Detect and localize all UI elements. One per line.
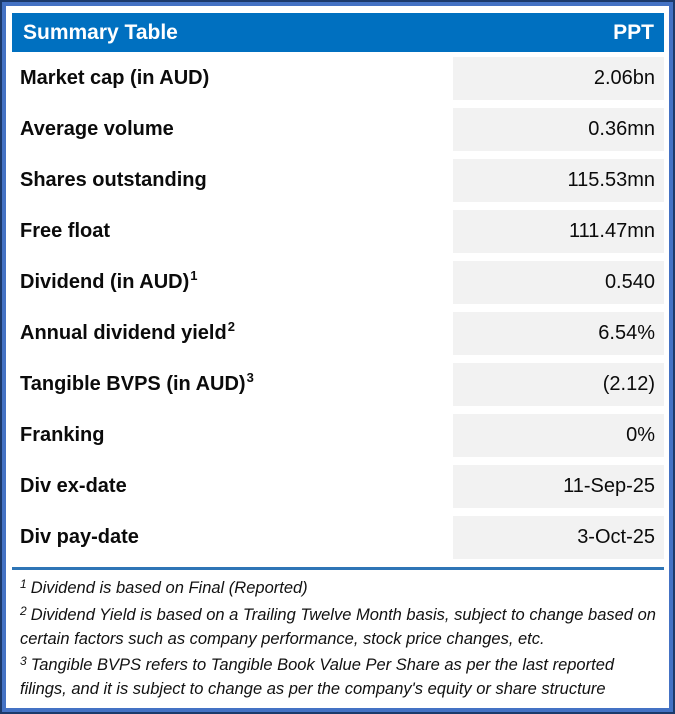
table-header-bar: Summary Table PPT <box>12 13 664 52</box>
footnote-text: Dividend Yield is based on a Trailing Tw… <box>20 606 656 648</box>
table-row: Div ex-date 11-Sep-25 <box>12 465 664 508</box>
table-title: Summary Table <box>23 20 178 44</box>
row-label: Free float <box>20 220 111 242</box>
footnote: 2 Dividend Yield is based on a Trailing T… <box>20 604 658 651</box>
row-label: Market cap (in AUD) <box>20 67 210 89</box>
row-label: Div ex-date <box>20 475 127 497</box>
footnote: 3 Tangible BVPS refers to Tangible Book V… <box>20 654 658 701</box>
ticker-symbol: PPT <box>613 20 654 44</box>
table-body: Market cap (in AUD) 2.06bn Average volum… <box>12 57 664 559</box>
row-value: 0.540 <box>604 271 655 293</box>
row-value: 0% <box>626 424 655 446</box>
footnote-text: Tangible BVPS refers to Tangible Book Va… <box>20 656 615 698</box>
footnote: 1 Dividend is based on Final (Reported) <box>20 577 658 601</box>
table-row: Div pay-date 3-Oct-25 <box>12 516 664 559</box>
footnote-marker: 3 <box>246 370 254 385</box>
row-label: Tangible BVPS (in AUD)3 <box>20 370 254 395</box>
row-value-cell: 0% <box>453 414 664 457</box>
footnotes-section: 1 Dividend is based on Final (Reported) 2… <box>12 574 664 701</box>
footnote-separator <box>12 567 664 570</box>
row-label: Average volume <box>20 118 174 140</box>
footnote-number: 3 <box>20 654 27 668</box>
row-value: (2.12) <box>602 373 655 395</box>
row-value-cell: 0.36mn <box>453 108 664 151</box>
table-row: Annual dividend yield2 6.54% <box>12 312 664 355</box>
row-value: 0.36mn <box>588 118 655 140</box>
row-value: 115.53mn <box>567 169 655 191</box>
table-row: Franking 0% <box>12 414 664 457</box>
row-label: Div pay-date <box>20 526 139 548</box>
table-row: Average volume 0.36mn <box>12 108 664 151</box>
row-value-cell: 115.53mn <box>453 159 664 202</box>
row-value-cell: 111.47mn <box>453 210 664 253</box>
row-value-cell: 0.540 <box>453 261 664 304</box>
footnote-number: 2 <box>20 604 27 618</box>
table-row: Free float 111.47mn <box>12 210 664 253</box>
table-row: Shares outstanding 115.53mn <box>12 159 664 202</box>
row-value: 2.06bn <box>593 67 655 89</box>
row-value: 11-Sep-25 <box>563 475 655 497</box>
row-value: 111.47mn <box>569 220 655 242</box>
row-value-cell: 3-Oct-25 <box>453 516 664 559</box>
table-row: Market cap (in AUD) 2.06bn <box>12 57 664 100</box>
row-value-cell: 2.06bn <box>453 57 664 100</box>
footnote-marker: 1 <box>190 268 198 283</box>
row-value-cell: (2.12) <box>453 363 664 406</box>
footnote-number: 1 <box>20 577 27 591</box>
row-label: Annual dividend yield2 <box>20 319 235 344</box>
row-value-cell: 6.54% <box>453 312 664 355</box>
row-value: 3-Oct-25 <box>577 526 655 548</box>
row-label: Dividend (in AUD)1 <box>20 268 198 293</box>
footnote-marker: 2 <box>227 319 235 334</box>
row-value-cell: 11-Sep-25 <box>453 465 664 508</box>
row-value: 6.54% <box>598 322 655 344</box>
row-label: Franking <box>20 424 105 446</box>
table-row: Dividend (in AUD)1 0.540 <box>12 261 664 304</box>
table-row: Tangible BVPS (in AUD)3 (2.12) <box>12 363 664 406</box>
row-label: Shares outstanding <box>20 169 207 191</box>
footnote-text: Dividend is based on Final (Reported) <box>30 579 308 597</box>
